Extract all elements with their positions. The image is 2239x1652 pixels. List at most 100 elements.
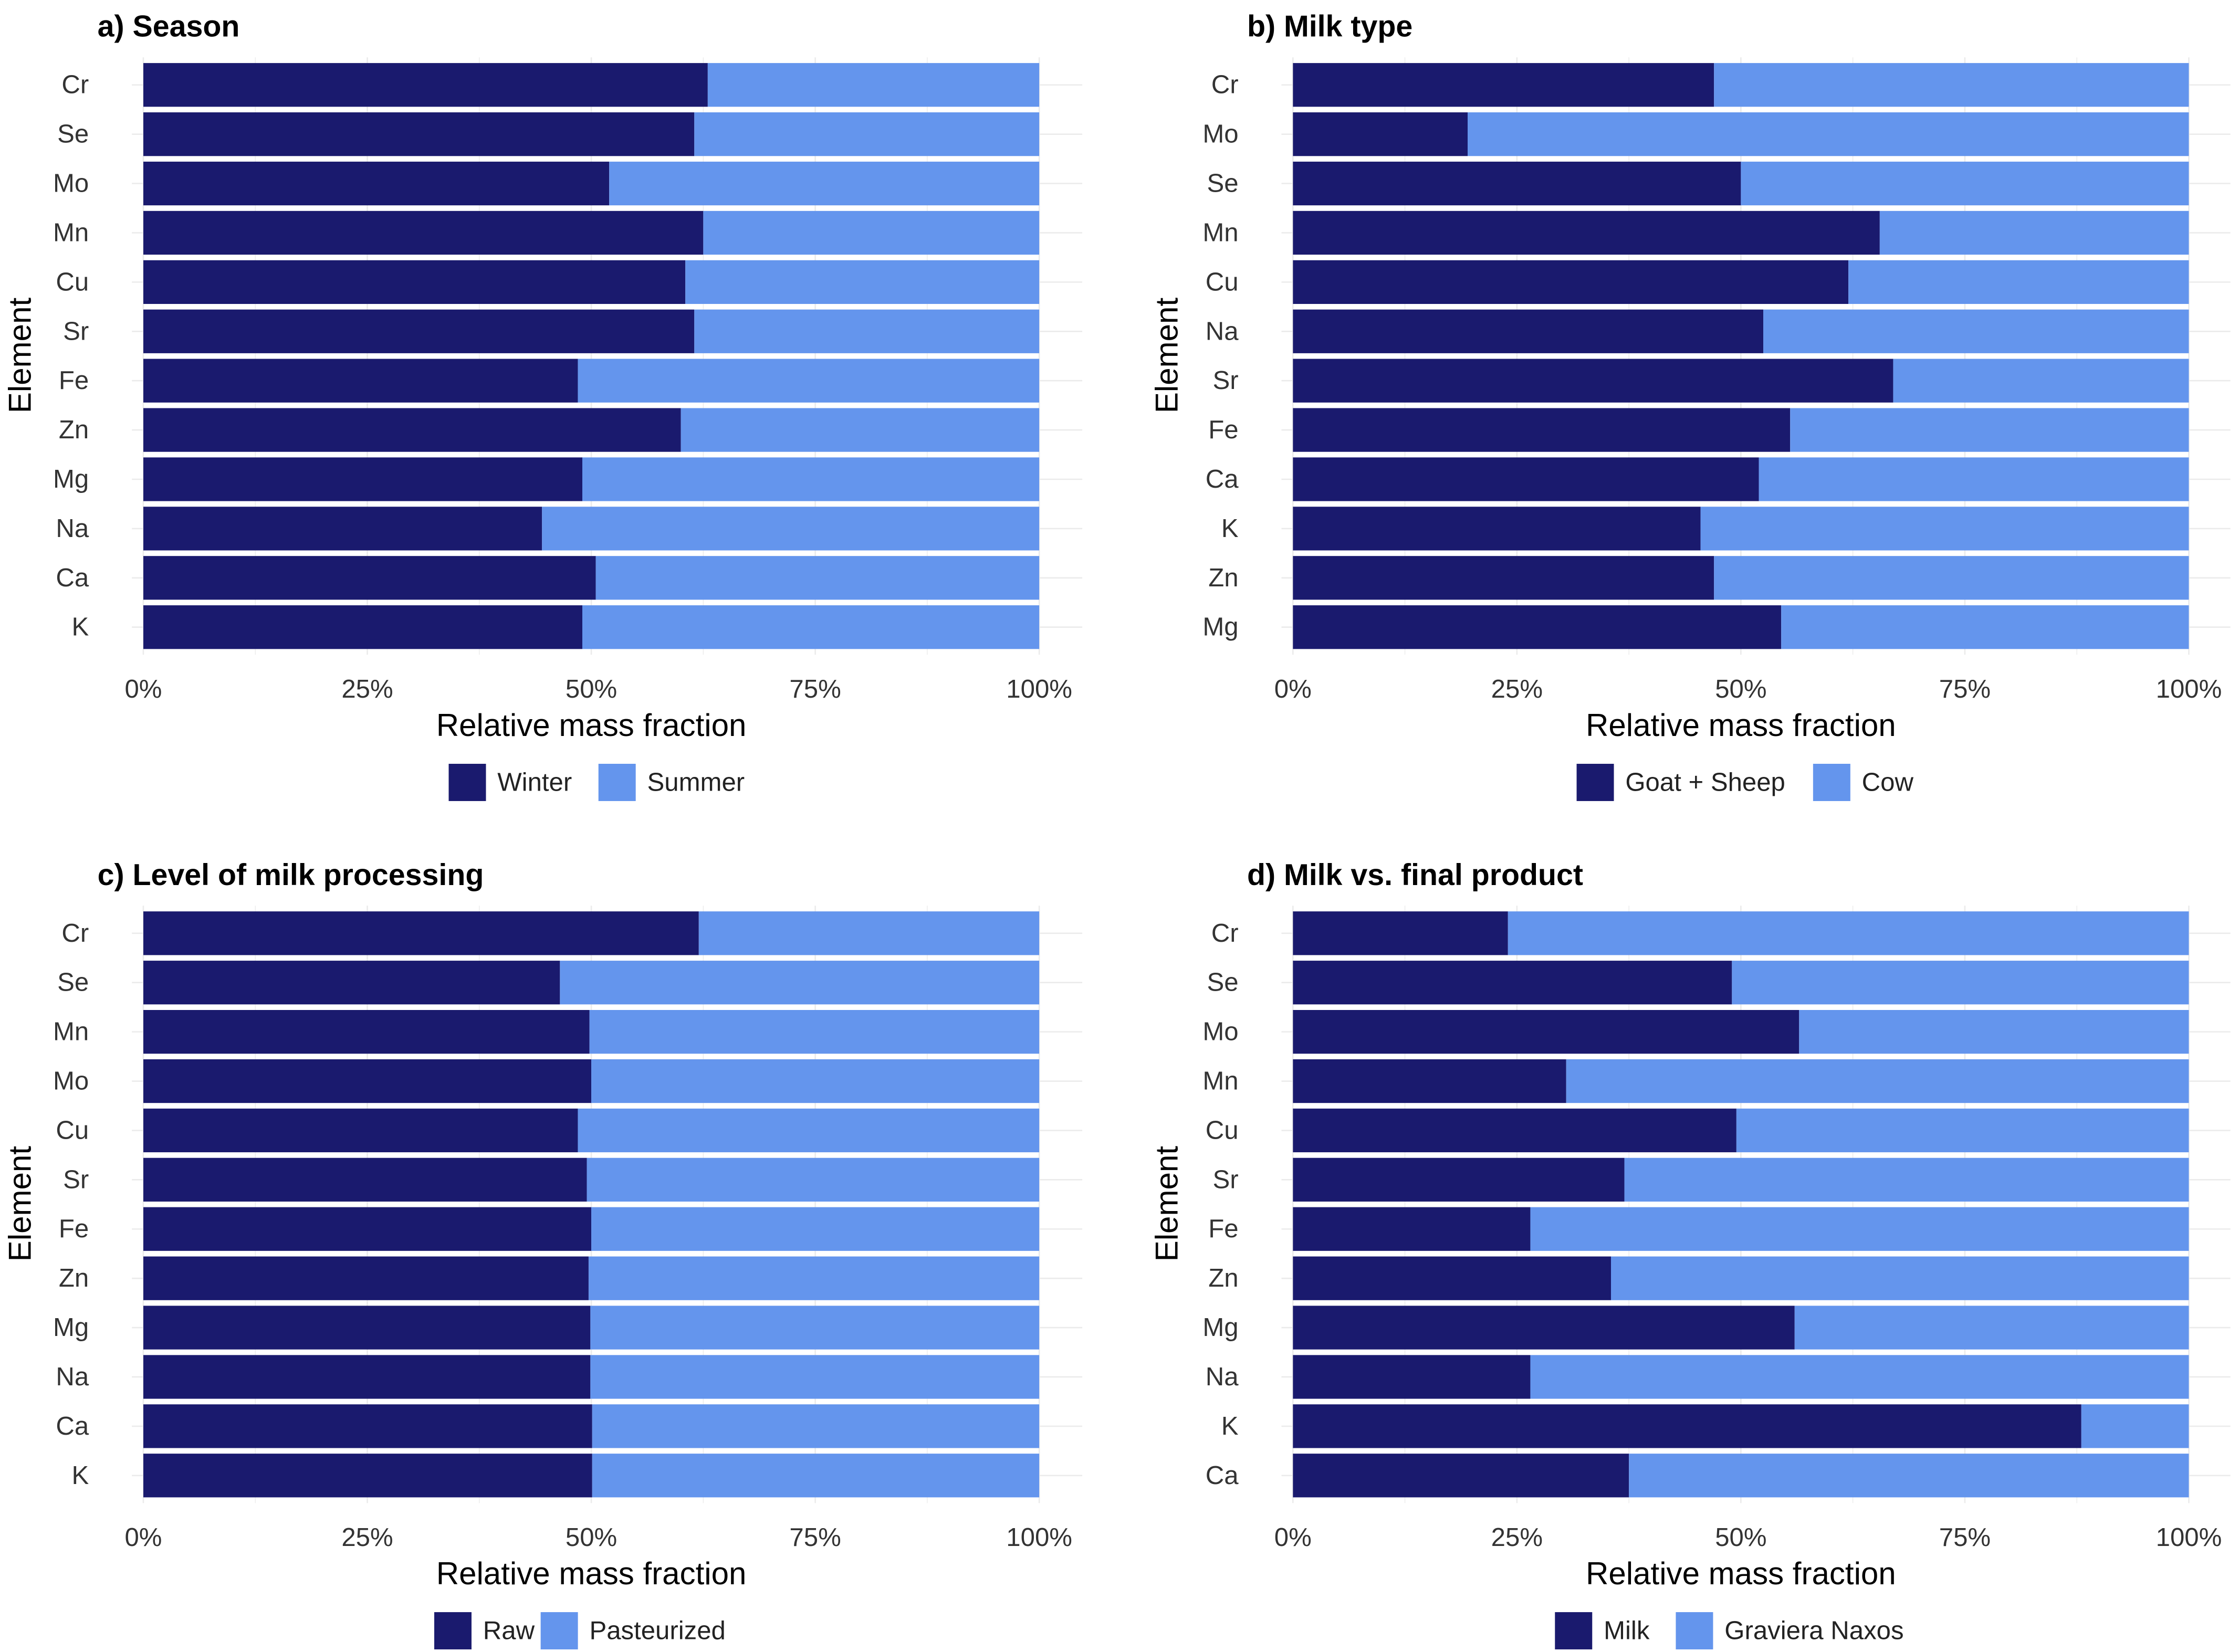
category-label: Cr (61, 919, 89, 948)
legend-key-summer (598, 764, 636, 801)
bar-cr-goat-sheep (1293, 63, 1714, 107)
category-label: Zn (59, 416, 89, 444)
bar-sr-pasteurized (587, 1158, 1040, 1202)
bar-k-raw (143, 1454, 592, 1498)
bar-fe-milk (1293, 1207, 1531, 1251)
bar-mo-graviera-naxos (1799, 1009, 2189, 1054)
bar-cu-raw (143, 1108, 578, 1153)
legend-label-goat-sheep: Goat + Sheep (1625, 768, 1785, 796)
legend: Milk Graviera Naxos (1555, 1612, 1904, 1650)
bars: Cr Se Mo Mn Cu Sr Fe Zn Mg Na Ca K (53, 63, 1040, 649)
category-label: Na (1206, 317, 1239, 345)
legend: Raw Pasteurized (434, 1612, 726, 1650)
legend-key-winter (448, 764, 486, 801)
legend: Goat + Sheep Cow (1576, 764, 1914, 801)
bar-mg-milk (1293, 1306, 1795, 1350)
category-label: Mn (53, 218, 89, 247)
bar-k-summer (582, 605, 1040, 649)
bar-k-milk (1293, 1404, 2081, 1448)
category-label: Cu (1206, 1116, 1239, 1144)
bar-mn-milk (1293, 1059, 1566, 1103)
category-label: Zn (1208, 1264, 1238, 1292)
legend-key-pasteurized (540, 1612, 578, 1650)
bar-na-graviera-naxos (1530, 1355, 2189, 1399)
bar-zn-pasteurized (588, 1256, 1040, 1300)
bar-k-pasteurized (592, 1454, 1040, 1498)
bar-cu-graviera-naxos (1736, 1108, 2189, 1153)
x-tick-label: 0% (124, 1523, 162, 1552)
bar-cr-cow (1714, 63, 2189, 107)
bar-cu-cow (1848, 260, 2189, 304)
bar-fe-summer (578, 359, 1040, 403)
legend-key-cow (1813, 764, 1850, 801)
bar-zn-graviera-naxos (1610, 1256, 2189, 1300)
bar-mo-pasteurized (591, 1059, 1040, 1103)
bar-na-cow (1763, 309, 2189, 353)
bar-se-milk (1293, 961, 1732, 1005)
bar-fe-cow (1790, 408, 2189, 452)
bar-cr-summer (707, 63, 1040, 107)
panel-title: c) Level of milk processing (98, 858, 484, 892)
category-label: Fe (59, 366, 89, 395)
bar-mg-raw (143, 1306, 591, 1350)
bar-sr-graviera-naxos (1624, 1158, 2189, 1202)
bar-mn-pasteurized (589, 1009, 1040, 1054)
bar-mn-cow (1879, 211, 2189, 255)
category-label: Mo (53, 1067, 89, 1096)
bar-na-goat-sheep (1293, 309, 1764, 353)
bar-mg-goat-sheep (1293, 605, 1782, 649)
category-label: Mg (53, 465, 89, 493)
bar-na-summer (542, 507, 1040, 551)
x-tick-label: 75% (789, 1523, 841, 1552)
legend-label-winter: Winter (497, 768, 572, 796)
x-tick-label: 75% (789, 675, 841, 703)
bar-sr-milk (1293, 1158, 1625, 1202)
bar-ca-graviera-naxos (1629, 1454, 2189, 1498)
panel-d: Cr Se Mo Mn Cu Sr Fe Zn Mg Na K Ca d) Milk vs. final… (1149, 858, 2231, 1650)
category-label: Mg (1202, 1313, 1238, 1342)
bar-se-winter (143, 112, 695, 156)
category-label: Fe (1208, 1215, 1238, 1243)
x-tick-label: 75% (1939, 1523, 1991, 1552)
bar-se-pasteurized (560, 961, 1040, 1005)
legend-label-cow: Cow (1862, 768, 1914, 796)
bar-zn-summer (681, 408, 1040, 452)
bar-mg-summer (582, 457, 1040, 501)
x-tick-label: 100% (2156, 1523, 2222, 1552)
category-label: Sr (63, 317, 89, 345)
bar-zn-raw (143, 1256, 589, 1300)
category-label: K (71, 1461, 89, 1490)
category-label: Se (1207, 969, 1238, 997)
x-axis-title: Relative mass fraction (1586, 708, 1896, 743)
bar-ca-summer (595, 556, 1040, 600)
bar-zn-winter (143, 408, 681, 452)
category-label: Cu (1206, 268, 1239, 296)
category-label: Fe (59, 1215, 89, 1243)
bar-na-milk (1293, 1355, 1531, 1399)
bar-k-graviera-naxos (2081, 1404, 2189, 1448)
bar-k-cow (1700, 507, 2189, 551)
bar-mn-graviera-naxos (1566, 1059, 2189, 1103)
bar-sr-winter (143, 309, 695, 353)
category-label: K (1221, 514, 1239, 543)
x-tick-label: 0% (1274, 675, 1312, 703)
legend-label-graviera-naxos: Graviera Naxos (1724, 1617, 1903, 1645)
bar-se-cow (1741, 161, 2189, 206)
bar-zn-milk (1293, 1256, 1611, 1300)
bar-ca-pasteurized (592, 1404, 1040, 1448)
x-tick-label: 75% (1939, 675, 1991, 703)
bar-sr-goat-sheep (1293, 359, 1893, 403)
legend-key-goat-sheep (1576, 764, 1614, 801)
category-label: Mn (1202, 1067, 1238, 1096)
y-axis-title: Element (1149, 1146, 1185, 1262)
category-label: Na (56, 514, 89, 543)
category-label: Se (1207, 170, 1238, 198)
category-label: Mo (53, 170, 89, 198)
x-axis-title: Relative mass fraction (436, 708, 747, 743)
category-label: Se (57, 120, 89, 149)
bar-se-raw (143, 961, 560, 1005)
bar-na-raw (143, 1355, 591, 1399)
bar-cr-raw (143, 911, 699, 955)
category-label: Cr (1211, 919, 1239, 948)
